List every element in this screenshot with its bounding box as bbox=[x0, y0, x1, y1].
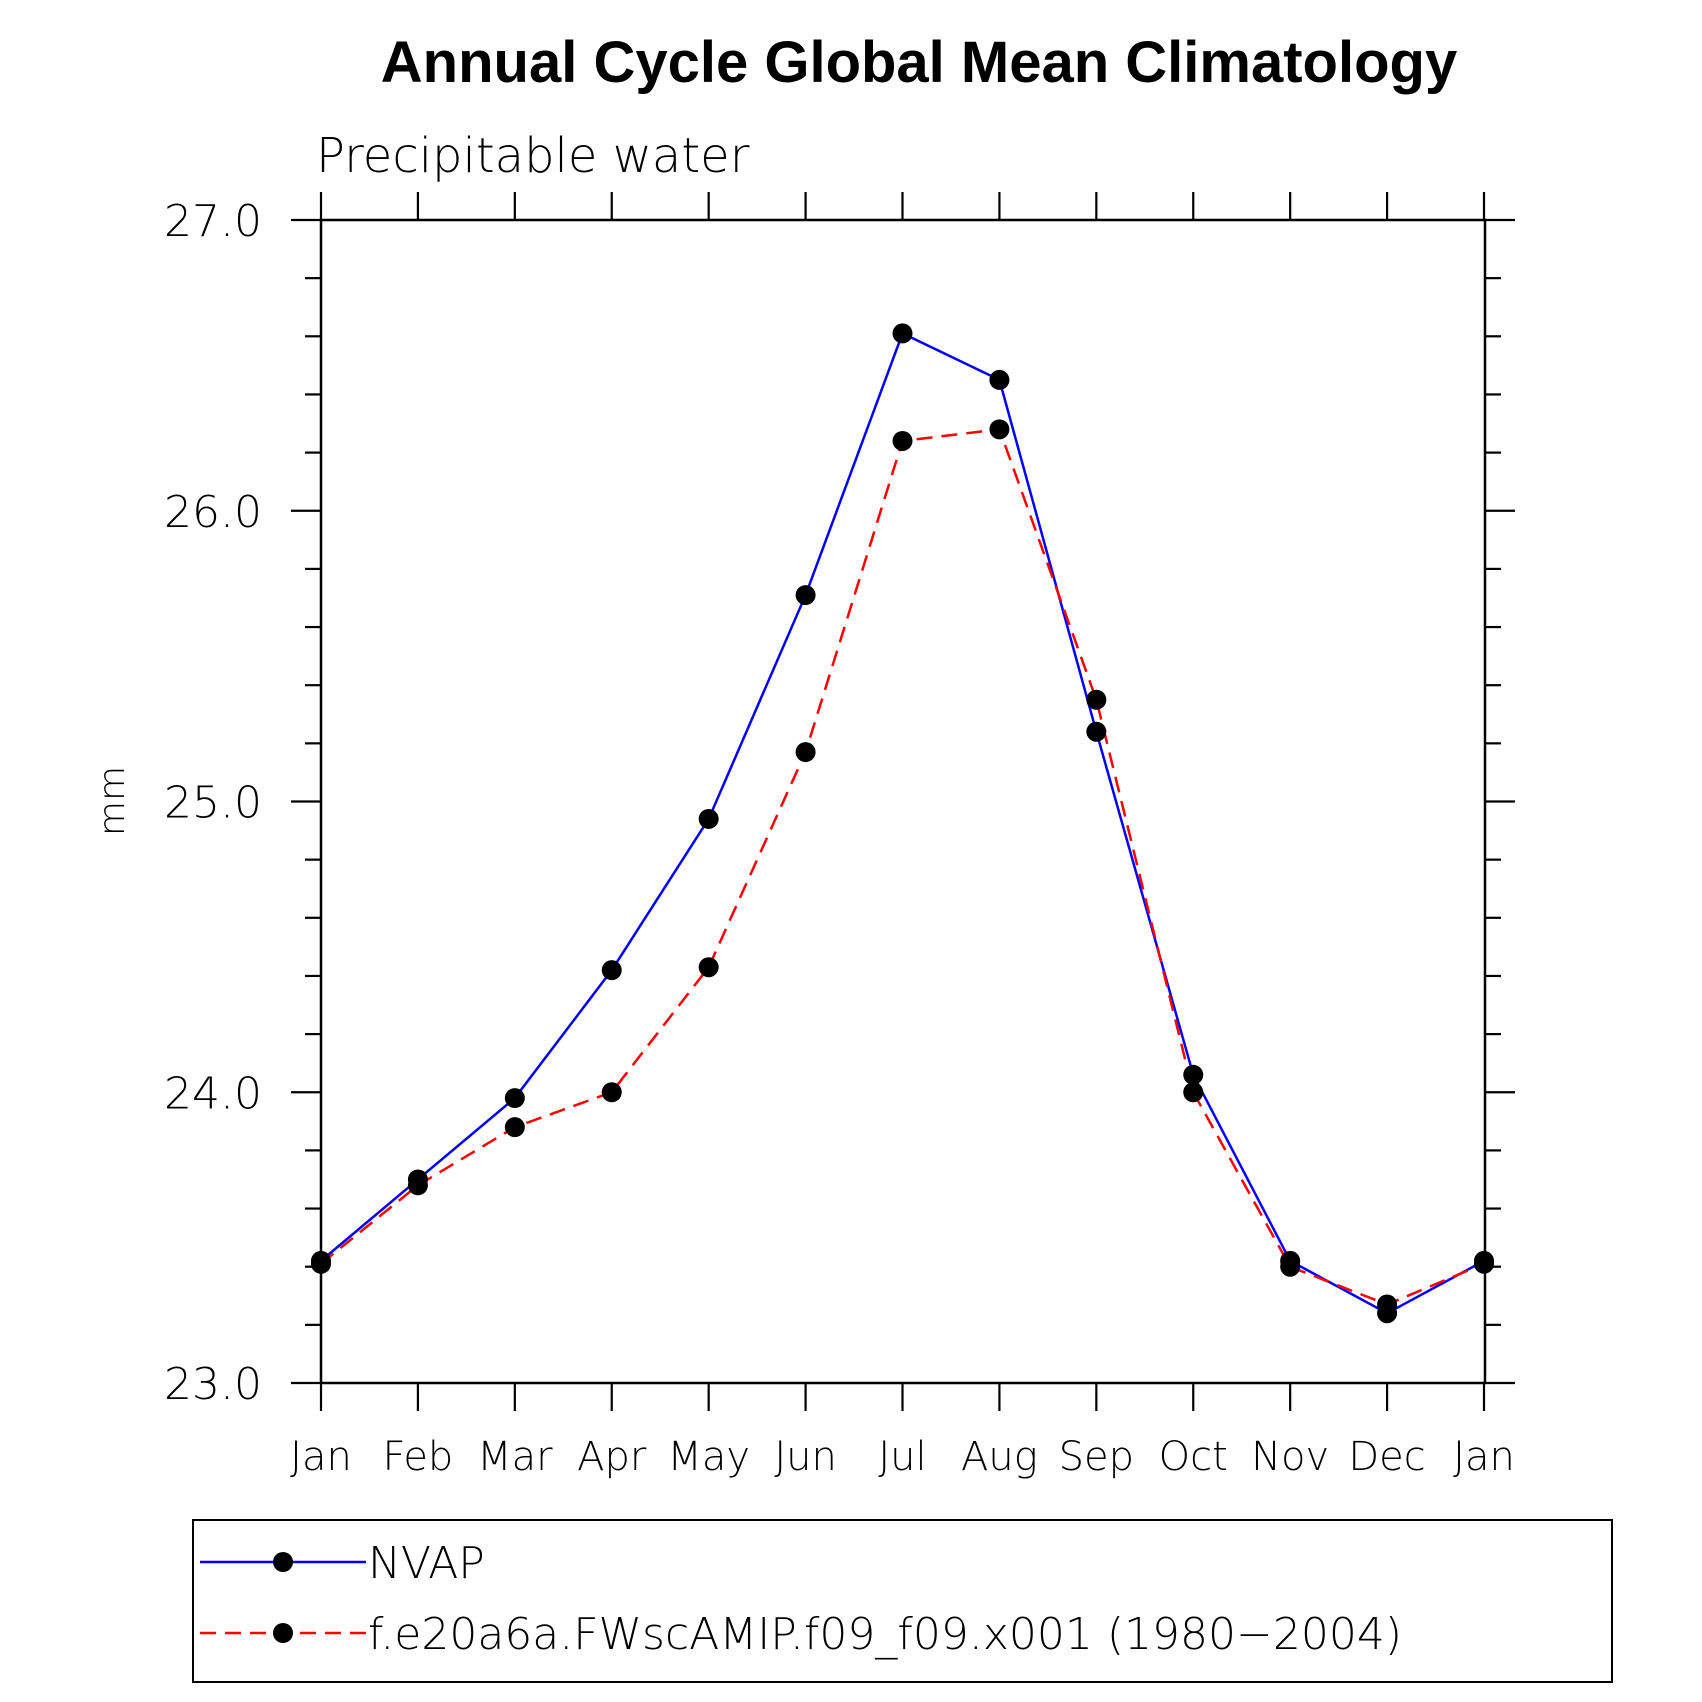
series-line-1 bbox=[320, 427, 1485, 1306]
x-tick-label: Jan bbox=[290, 1434, 352, 1480]
legend-label-nvap: NVAP bbox=[368, 1538, 485, 1589]
y-tick-label: 27.0 bbox=[164, 196, 262, 247]
series-1-point bbox=[892, 430, 913, 451]
series-0-point bbox=[504, 1088, 525, 1109]
legend-marker-nvap bbox=[273, 1552, 293, 1572]
chart-title: Annual Cycle Global Mean Climatology bbox=[381, 30, 1457, 95]
y-tick-labels: 23.0 24.0 25.0 26.0 27.0 bbox=[164, 196, 262, 1410]
x-tick-label: Jan bbox=[1453, 1434, 1515, 1480]
series-1-point bbox=[407, 1175, 428, 1196]
x-tick-label: Oct bbox=[1159, 1434, 1228, 1480]
legend-box bbox=[192, 1519, 1613, 1683]
y-tick-label: 23.0 bbox=[164, 1359, 262, 1410]
series-0-point bbox=[698, 808, 719, 829]
y-tick-label: 26.0 bbox=[164, 487, 262, 538]
x-tick-label: Mar bbox=[477, 1434, 553, 1480]
series-0-point bbox=[795, 585, 816, 606]
x-tick-label: Nov bbox=[1251, 1434, 1329, 1480]
axis-ticks bbox=[291, 192, 1515, 1411]
series-line-0 bbox=[320, 331, 1485, 1315]
plot-frame bbox=[319, 218, 1487, 1385]
series-0-point bbox=[892, 323, 913, 344]
x-tick-label: Aug bbox=[961, 1434, 1038, 1480]
y-tick-label: 24.0 bbox=[164, 1068, 262, 1119]
series-1-point bbox=[601, 1082, 622, 1103]
legend: NVAP f.e20a6a.FWscAMIP.f09_f09.x001 (198… bbox=[192, 1519, 1613, 1683]
series-1-point bbox=[1280, 1256, 1301, 1277]
series-1-point bbox=[989, 419, 1010, 440]
series-1-point bbox=[1474, 1253, 1494, 1274]
series-1-point bbox=[311, 1253, 331, 1274]
series-1-point bbox=[1183, 1082, 1204, 1103]
series-1-point bbox=[698, 957, 719, 978]
x-tick-labels: Jan Feb Mar Apr May Jun Jul Aug Sep Oct Nov Dec Jan bbox=[290, 1434, 1515, 1480]
series-1-point bbox=[1377, 1294, 1398, 1315]
x-tick-label: Jun bbox=[774, 1434, 837, 1480]
x-tick-label: Dec bbox=[1348, 1434, 1425, 1480]
series-0-point bbox=[1086, 721, 1107, 742]
y-tick-label: 25.0 bbox=[164, 778, 262, 829]
series-1-point bbox=[795, 742, 816, 763]
x-tick-label: Sep bbox=[1059, 1434, 1134, 1480]
series-1-point bbox=[504, 1117, 525, 1138]
legend-marker-model bbox=[273, 1623, 293, 1643]
series-0-point bbox=[1183, 1064, 1204, 1085]
x-tick-label: Jul bbox=[878, 1434, 926, 1480]
y-axis-label: mm bbox=[92, 766, 133, 836]
x-tick-label: Feb bbox=[383, 1434, 454, 1480]
x-tick-label: May bbox=[667, 1434, 750, 1480]
legend-label-model: f.e20a6a.FWscAMIP.f09_f09.x001 (1980−200… bbox=[368, 1609, 1402, 1660]
series-1-point bbox=[1086, 689, 1107, 710]
series-0-point bbox=[989, 369, 1010, 390]
x-tick-label: Apr bbox=[577, 1434, 647, 1480]
chart-subtitle: Precipitable water bbox=[316, 128, 750, 184]
series-0-point bbox=[601, 960, 622, 981]
series-layer bbox=[311, 323, 1494, 1324]
